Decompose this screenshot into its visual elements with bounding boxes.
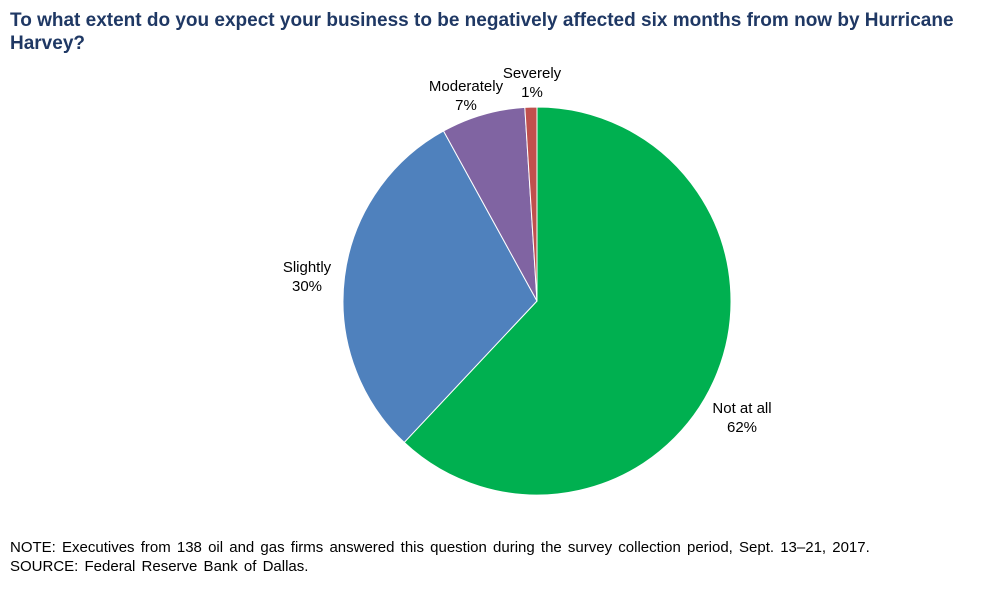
chart-title: To what extent do you expect your busine…	[10, 10, 954, 54]
pie-chart: Not at all 62% Slightly 30% Moderately 7% Seve…	[283, 65, 772, 496]
note-text: NOTE: Executives from 138 oil and gas fi…	[10, 539, 870, 556]
slice-label-moderately: Moderately 7%	[429, 78, 504, 114]
slice-category-text: Not at all	[712, 400, 771, 417]
pie-slice-slightly	[342, 130, 538, 444]
footnotes: NOTE: Executives from 138 oil and gas fi…	[10, 538, 980, 576]
slice-category-text: Severely	[503, 65, 562, 82]
pie-slice-not-at-all	[403, 106, 732, 496]
slice-value-text: 30%	[292, 278, 322, 295]
pie-slices	[342, 106, 732, 496]
slice-label-severely: Severely 1%	[503, 65, 562, 101]
pie-labels: Not at all 62% Slightly 30% Moderately 7% Seve…	[283, 65, 772, 436]
slice-value-text: 62%	[727, 419, 757, 436]
slice-value-text: 7%	[455, 97, 477, 114]
pie-slice-severely	[524, 106, 538, 302]
slice-value-text: 1%	[521, 84, 543, 101]
slice-label-not-at-all: Not at all 62%	[712, 400, 771, 436]
source-text: SOURCE: Federal Reserve Bank of Dallas.	[10, 558, 309, 575]
slice-category-text: Slightly	[283, 259, 332, 276]
slice-category-text: Moderately	[429, 78, 504, 95]
slice-label-slightly: Slightly 30%	[283, 259, 332, 295]
